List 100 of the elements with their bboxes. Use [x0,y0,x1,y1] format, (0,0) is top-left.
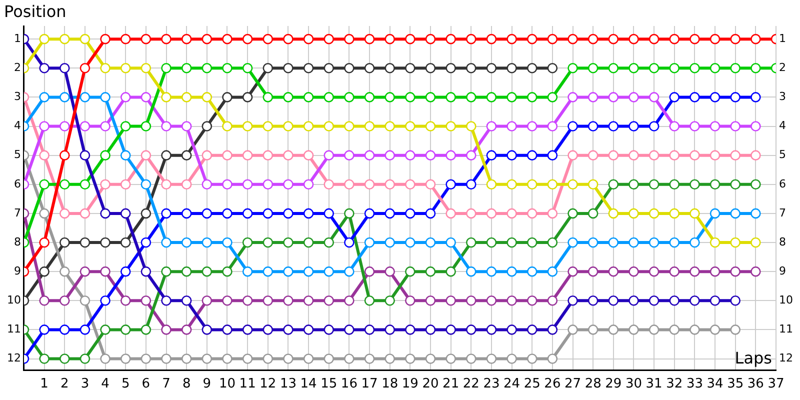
point [526,296,538,306]
point [100,121,110,132]
point [405,92,416,102]
y2-tick-label: 5 [779,148,786,162]
point [303,208,314,219]
point [486,150,497,160]
point [690,266,700,277]
x-tick-label: 27 [564,376,582,392]
point [242,150,253,160]
point [466,354,476,364]
point [242,34,253,44]
point [466,92,476,102]
point [364,324,375,335]
point [161,237,172,248]
x-axis-title: Laps [734,348,772,368]
point [262,208,274,219]
point [506,92,517,102]
point [710,237,720,248]
x-tick-label: 18 [382,376,398,392]
point [384,92,395,102]
point [364,62,375,74]
point [262,296,274,306]
point [506,208,517,219]
point [730,296,741,306]
point [344,266,354,277]
point [526,150,538,160]
point [608,237,619,248]
point [100,208,110,219]
point [262,179,274,190]
point [384,121,395,132]
x-tick-label: 25 [524,376,540,392]
point [710,92,720,102]
point [486,208,497,219]
x-tick-label: 10 [218,376,236,392]
point [222,237,232,248]
point [648,179,660,190]
point [140,92,152,102]
point [730,62,741,74]
point [608,296,619,306]
point [140,121,152,132]
point [648,296,660,306]
point [140,324,152,335]
point [59,150,70,160]
point [283,179,294,190]
point [568,121,578,132]
point [140,150,152,160]
point [425,150,436,160]
point [324,92,334,102]
point [750,208,761,219]
point [120,324,131,335]
point [730,150,741,160]
point [324,179,334,190]
point [568,92,578,102]
point [140,237,152,248]
y2-tick-label: 7 [779,206,786,220]
x-tick-label: 12 [260,376,276,392]
point [750,179,761,190]
point [750,237,761,248]
point [506,121,517,132]
point [506,62,517,74]
point [202,121,212,132]
point [608,150,619,160]
point [140,296,152,306]
point [466,121,476,132]
point [202,296,212,306]
point [730,92,741,102]
point [242,92,253,102]
point [59,296,70,306]
point [425,34,436,44]
point [324,266,334,277]
point [669,266,680,277]
point [547,121,558,132]
point [547,150,558,160]
point [283,121,294,132]
point [710,208,720,219]
point [506,34,517,44]
point [466,296,476,306]
point [547,62,558,74]
point [181,62,192,74]
point [730,208,741,219]
point [466,237,476,248]
point [526,34,538,44]
point [628,179,639,190]
point [486,266,497,277]
point [425,121,436,132]
point [303,62,314,74]
point [608,208,619,219]
point [242,296,253,306]
point [588,121,598,132]
point [648,62,660,74]
point [202,34,212,44]
point [669,296,680,306]
point [120,62,131,74]
point [750,150,761,160]
point [100,266,110,277]
x-tick-label: 16 [340,376,358,392]
point [100,150,110,160]
point [608,34,619,44]
point [628,62,639,74]
x-tick-label: 9 [202,376,212,392]
